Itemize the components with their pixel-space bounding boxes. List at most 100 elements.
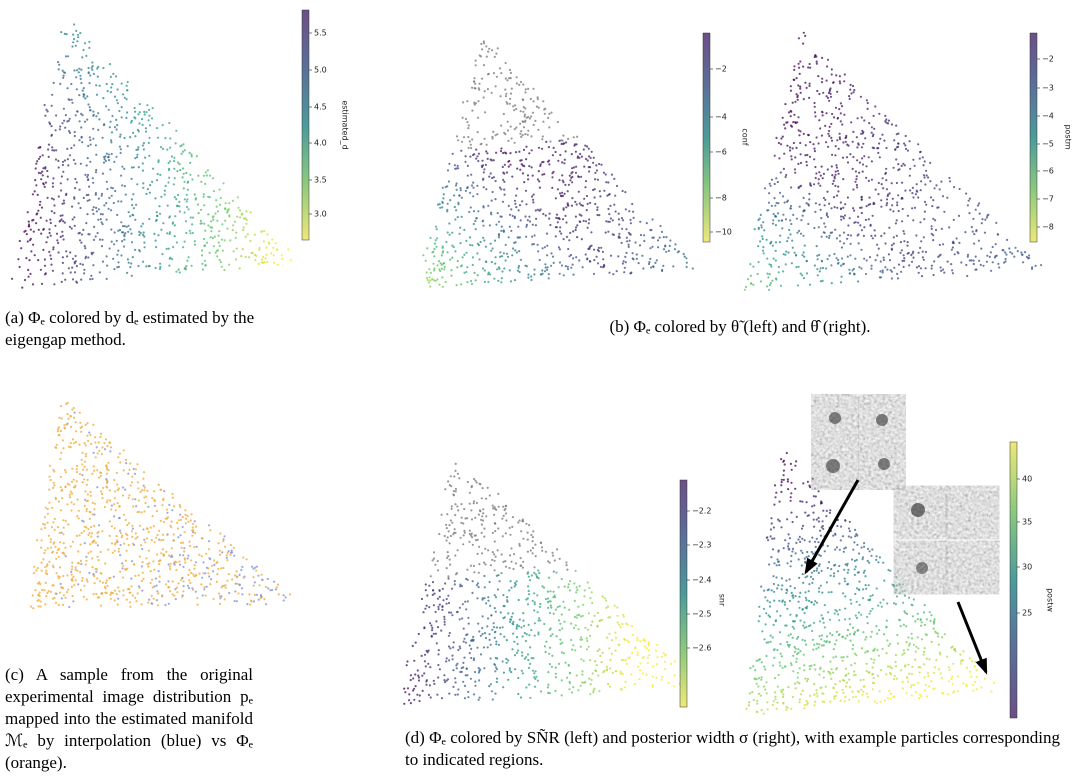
scatter-point bbox=[478, 514, 480, 516]
scatter-point bbox=[481, 160, 483, 162]
scatter-point bbox=[48, 476, 50, 478]
scatter-point bbox=[442, 599, 444, 601]
scatter-point bbox=[139, 525, 141, 527]
scatter-point bbox=[908, 597, 910, 599]
scatter-point bbox=[75, 260, 77, 262]
scatter-point bbox=[976, 676, 978, 678]
scatter-point bbox=[80, 589, 82, 591]
scatter-point bbox=[535, 555, 537, 557]
scatter-point bbox=[961, 659, 963, 661]
scatter-point bbox=[456, 189, 458, 191]
scatter-point bbox=[443, 193, 445, 195]
scatter-point bbox=[167, 181, 169, 183]
scatter-point bbox=[105, 486, 107, 488]
scatter-point bbox=[87, 534, 89, 536]
scatter-point bbox=[843, 242, 845, 244]
scatter-point bbox=[998, 266, 1000, 268]
scatter-point bbox=[537, 244, 539, 246]
scatter-point bbox=[159, 575, 161, 577]
scatter-point bbox=[24, 279, 26, 281]
scatter-point bbox=[930, 680, 932, 682]
scatter-point bbox=[639, 221, 641, 223]
scatter-point bbox=[771, 538, 773, 540]
scatter-point bbox=[73, 407, 75, 409]
scatter-point bbox=[71, 492, 73, 494]
scatter-point bbox=[208, 548, 210, 550]
scatter-point bbox=[678, 250, 680, 252]
scatter-point bbox=[790, 565, 792, 567]
scatter-point bbox=[785, 218, 787, 220]
scatter-point bbox=[791, 158, 793, 160]
scatter-point bbox=[527, 219, 529, 221]
scatter-point bbox=[472, 264, 474, 266]
scatter-point bbox=[118, 590, 120, 592]
scatter-point bbox=[855, 178, 857, 180]
scatter-point bbox=[445, 281, 447, 283]
scatter-point bbox=[130, 233, 132, 235]
scatter-point bbox=[857, 629, 859, 631]
scatter-point bbox=[932, 239, 934, 241]
scatter-point bbox=[775, 224, 777, 226]
scatter-point bbox=[40, 600, 42, 602]
scatter-point bbox=[157, 592, 159, 594]
scatter-point bbox=[512, 623, 514, 625]
scatter-point bbox=[79, 571, 81, 573]
scatter-point bbox=[858, 172, 860, 174]
scatter-point bbox=[901, 182, 903, 184]
scatter-point bbox=[915, 646, 917, 648]
scatter-point bbox=[454, 580, 456, 582]
scatter-point bbox=[132, 498, 134, 500]
scatter-point bbox=[448, 163, 450, 165]
scatter-point bbox=[198, 573, 200, 575]
scatter-point bbox=[188, 587, 190, 589]
scatter-point bbox=[568, 184, 570, 186]
scatter-point bbox=[444, 535, 446, 537]
scatter-point bbox=[621, 228, 623, 230]
scatter-point bbox=[505, 244, 507, 246]
scatter-point bbox=[73, 503, 75, 505]
scatter-point bbox=[863, 546, 865, 548]
scatter-point bbox=[430, 624, 432, 626]
scatter-point bbox=[117, 598, 119, 600]
scatter-point bbox=[472, 182, 474, 184]
scatter-point bbox=[839, 80, 841, 82]
scatter-point bbox=[174, 177, 176, 179]
scatter-point bbox=[867, 102, 869, 104]
scatter-point bbox=[786, 608, 788, 610]
scatter-point bbox=[516, 168, 518, 170]
scatter-point bbox=[483, 206, 485, 208]
scatter-point bbox=[551, 187, 553, 189]
scatter-point bbox=[61, 231, 63, 233]
scatter-point bbox=[141, 580, 143, 582]
scatter-point bbox=[126, 85, 128, 87]
scatter-point bbox=[650, 266, 652, 268]
scatter-point bbox=[445, 524, 447, 526]
scatter-point bbox=[532, 530, 534, 532]
scatter-point bbox=[463, 272, 465, 274]
scatter-point bbox=[264, 257, 266, 259]
scatter-point bbox=[862, 131, 864, 133]
scatter-point bbox=[197, 604, 199, 606]
scatter-point bbox=[654, 262, 656, 264]
scatter-point bbox=[449, 559, 451, 561]
scatter-point bbox=[185, 232, 187, 234]
scatter-point bbox=[152, 560, 154, 562]
scatter-point bbox=[193, 546, 195, 548]
scatter-point bbox=[148, 531, 150, 533]
scatter-point bbox=[871, 548, 873, 550]
scatter-point bbox=[576, 589, 578, 591]
scatter-point bbox=[793, 69, 795, 71]
scatter-point bbox=[64, 159, 66, 161]
scatter-point bbox=[814, 56, 816, 58]
scatter-point bbox=[583, 166, 585, 168]
scatter-point bbox=[102, 137, 104, 139]
scatter-point bbox=[188, 569, 190, 571]
scatter-point bbox=[177, 194, 179, 196]
scatter-point bbox=[527, 174, 529, 176]
scatter-point bbox=[184, 557, 186, 559]
scatter-point bbox=[491, 261, 493, 263]
scatter-point bbox=[587, 581, 589, 583]
scatter-point bbox=[93, 206, 95, 208]
scatter-point bbox=[50, 547, 52, 549]
scatter-point bbox=[776, 701, 778, 703]
